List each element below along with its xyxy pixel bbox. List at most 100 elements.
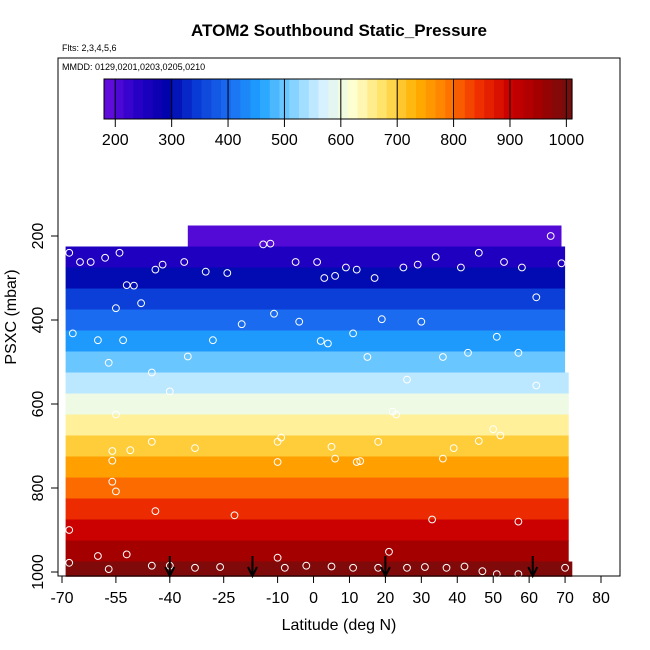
heatmap-band	[65, 456, 569, 479]
profile-point	[280, 563, 289, 572]
profile-point	[302, 561, 311, 570]
colorbar-segment	[201, 79, 212, 119]
colorbar-segment	[152, 79, 164, 119]
profile-point	[374, 437, 383, 446]
profile-point	[76, 258, 84, 266]
profile-point	[324, 339, 332, 348]
profile-point	[237, 320, 246, 329]
profile-point	[500, 258, 508, 266]
heatmap-band	[65, 498, 569, 521]
profile-point	[532, 381, 541, 390]
profile-point	[158, 260, 167, 269]
colorbar-tick-label: 1000	[549, 132, 585, 149]
colorbar-segment	[377, 79, 388, 119]
profile-point	[320, 274, 329, 282]
profile-point	[180, 258, 189, 266]
colorbar-segment	[221, 79, 232, 119]
colorbar-segment	[211, 79, 222, 119]
heatmap-band	[187, 225, 562, 248]
profile-point	[331, 272, 340, 280]
colorbar-segment	[143, 79, 154, 119]
x-axis-label: Latitude (deg N)	[282, 617, 397, 634]
chart-title: ATOM2 Southbound Static_Pressure	[191, 21, 487, 40]
profile-point	[449, 444, 458, 453]
flights-note: Flts: 2,3,4,5,6	[62, 43, 117, 53]
colorbar-segment	[269, 79, 281, 119]
profile-point	[532, 293, 541, 302]
profile-point	[130, 281, 138, 290]
heatmap-band	[65, 372, 569, 395]
profile-point	[112, 304, 120, 313]
profile-point	[216, 563, 225, 571]
profile-point	[108, 477, 117, 486]
colorbar-segment	[104, 79, 115, 119]
heatmap-band	[65, 519, 569, 542]
heatmap-bands	[65, 225, 573, 577]
profile-point	[557, 259, 566, 268]
profile-point	[514, 570, 523, 578]
profile-point	[492, 570, 501, 578]
profile-point	[352, 458, 361, 466]
heatmap-band	[65, 267, 566, 290]
colorbar-segment	[494, 79, 505, 119]
profile-point	[191, 444, 199, 453]
colorbar-segment	[308, 79, 320, 119]
colorbar-segment	[338, 79, 349, 119]
profile-point	[370, 274, 379, 282]
colorbar-segment	[250, 79, 261, 119]
profile-point	[457, 263, 465, 272]
heatmap-band	[65, 414, 569, 437]
profile-point	[140, 232, 149, 240]
y-axis-label: PSXC (mbar)	[3, 269, 20, 364]
colorbar-segment	[435, 79, 446, 119]
profile-point	[489, 425, 498, 434]
profile-point	[104, 565, 113, 573]
profile-point	[349, 563, 358, 572]
profile-point	[331, 454, 340, 463]
colorbar-segment	[484, 79, 495, 119]
x-tick-label: -55	[104, 590, 127, 607]
colorbar-tick-label: 500	[271, 132, 298, 149]
profile-point	[104, 358, 113, 367]
x-tick-label: 40	[448, 590, 466, 607]
colorbar-segment	[191, 79, 203, 119]
colorbar-segment	[474, 79, 485, 119]
colorbar-segment	[162, 79, 173, 119]
profile-point	[273, 553, 282, 562]
profile-point	[147, 368, 156, 377]
colorbar-tick-label: 700	[384, 132, 411, 149]
heatmap-band	[65, 561, 573, 577]
x-tick-label: -10	[266, 590, 289, 607]
heatmap-band	[65, 309, 566, 332]
profile-point	[115, 248, 124, 257]
x-tick-label: 60	[520, 590, 538, 607]
profile-point	[65, 526, 74, 534]
y-axis: 200 400 600 800 1000	[30, 223, 59, 590]
profile-point	[223, 269, 232, 277]
colorbar-frame	[103, 78, 573, 120]
profile-point	[352, 265, 361, 274]
colorbar-segment	[406, 79, 417, 119]
profile-point	[295, 317, 304, 326]
colorbar-segment	[240, 79, 251, 119]
colorbar-segment	[464, 79, 476, 119]
colorbar-tick-label: 800	[440, 132, 467, 149]
profile-point	[474, 248, 483, 257]
profile-point	[514, 348, 523, 357]
colorbar-segment	[445, 79, 456, 119]
colorbar-tick-label: 400	[215, 132, 242, 149]
profile-point	[266, 239, 275, 248]
profile-point	[356, 457, 365, 466]
profile-point	[65, 248, 74, 257]
profile-point	[377, 315, 386, 324]
profile-point	[94, 552, 102, 560]
profile-point	[492, 332, 501, 341]
colorbar-segment	[416, 79, 427, 119]
profile-point	[273, 458, 282, 466]
colorbar-segment	[513, 79, 524, 119]
profile-point	[478, 567, 487, 576]
profile-point	[112, 487, 120, 496]
profile-point	[349, 329, 358, 338]
heatmap-band	[65, 288, 566, 311]
profile-point	[442, 563, 451, 572]
